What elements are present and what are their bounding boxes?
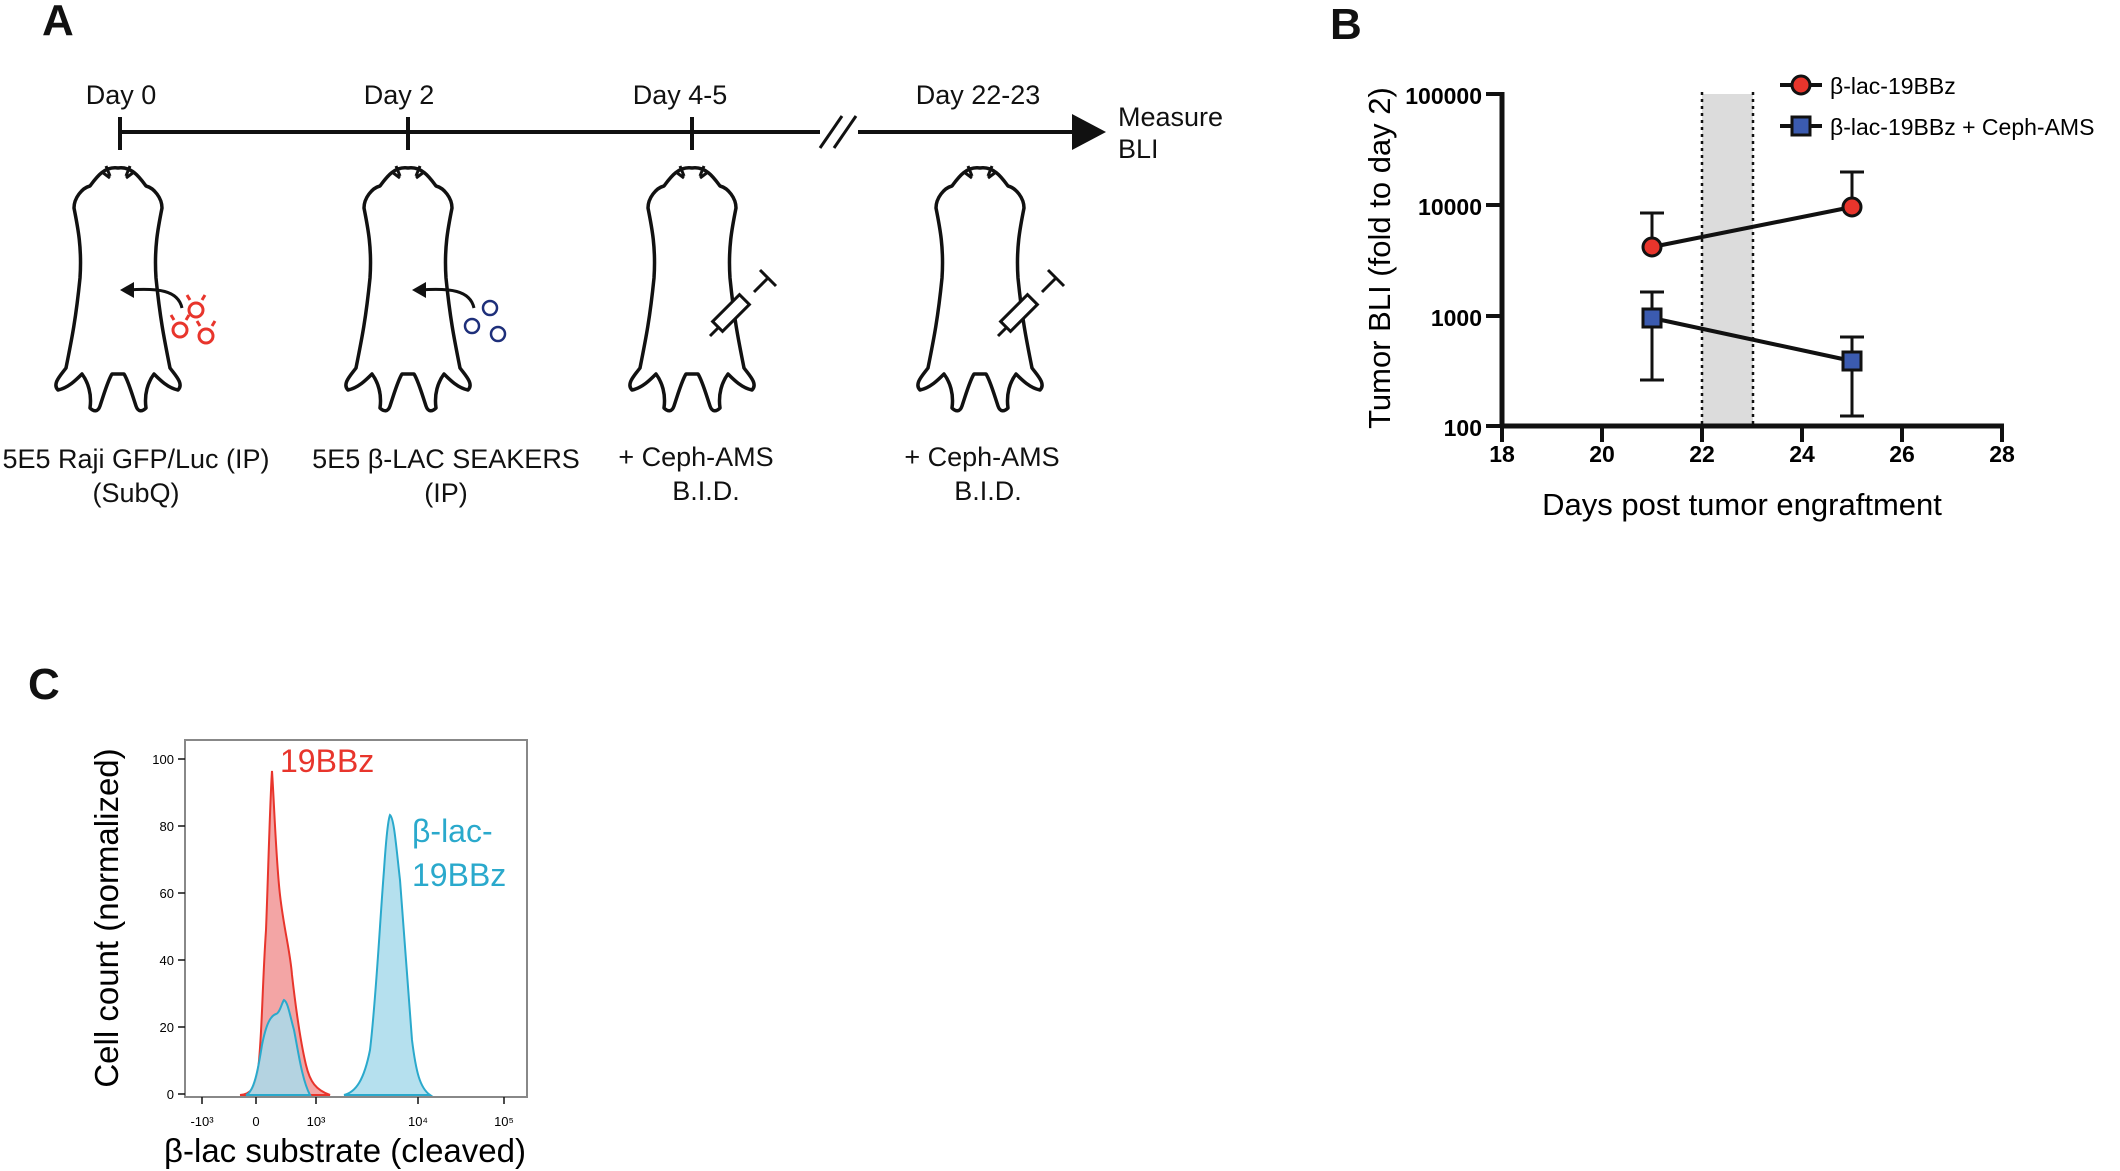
legend-red-label: β-lac-19BBz bbox=[1830, 73, 1956, 99]
step-label-4a: + Ceph-AMS bbox=[904, 442, 1060, 472]
x-axis-title: Days post tumor engraftment bbox=[1542, 487, 1942, 522]
histogram-red-area bbox=[239, 770, 331, 1096]
x-tick-20: 20 bbox=[1589, 441, 1615, 467]
x-tick-28: 28 bbox=[1989, 441, 2015, 467]
label-19bbz: 19BBz bbox=[280, 743, 374, 779]
hist-y-axis-title: Cell count (normalized) bbox=[88, 748, 125, 1087]
step-label-2a: 5E5 β-LAC SEAKERS bbox=[312, 444, 580, 474]
y-tick-100: 100 bbox=[1444, 415, 1482, 441]
endpoint-label-2: BLI bbox=[1118, 134, 1159, 164]
hist-x-tick-5: 10⁵ bbox=[494, 1114, 514, 1129]
x-axis bbox=[1500, 423, 2004, 442]
y-axis bbox=[1486, 92, 1505, 428]
hist-x-axis bbox=[201, 1097, 505, 1104]
series-red-point-25 bbox=[1841, 196, 1863, 218]
timeline-arrowhead bbox=[1072, 114, 1106, 150]
histogram-cyan-area bbox=[245, 813, 434, 1096]
hist-y-tick-20: 20 bbox=[160, 1020, 174, 1035]
hist-y-tick-80: 80 bbox=[160, 819, 174, 834]
legend: β-lac-19BBz β-lac-19BBz + Ceph-AMS bbox=[1780, 73, 2094, 140]
step-label-4b: B.I.D. bbox=[954, 476, 1022, 506]
panel-b-letter: B bbox=[1330, 0, 1362, 49]
legend-blue-label: β-lac-19BBz + Ceph-AMS bbox=[1830, 114, 2094, 140]
x-tick-18: 18 bbox=[1489, 441, 1515, 467]
plot-frame bbox=[184, 739, 528, 1098]
day-label-22: Day 22-23 bbox=[915, 80, 1041, 110]
series-blue-errorbars bbox=[1640, 290, 1864, 418]
step-label-3b: B.I.D. bbox=[672, 476, 740, 506]
label-blac-line1: β-lac- bbox=[412, 813, 493, 849]
tumor-cells-icon bbox=[169, 294, 217, 345]
series-blue-point-25 bbox=[1841, 350, 1863, 372]
treatment-window bbox=[1702, 94, 1753, 424]
day-label-2: Day 2 bbox=[363, 80, 435, 110]
series-blue-line bbox=[1651, 316, 1853, 363]
t-cells-icon bbox=[463, 299, 507, 343]
legend-red-marker bbox=[1790, 74, 1812, 96]
endpoint-label-1: Measure bbox=[1118, 102, 1224, 132]
y-tick-100000: 100000 bbox=[1405, 83, 1482, 109]
y-tick-1000: 1000 bbox=[1431, 305, 1482, 331]
hist-x-tick-3: 10³ bbox=[307, 1114, 326, 1129]
y-tick-10000: 10000 bbox=[1418, 194, 1482, 220]
hist-y-axis bbox=[178, 758, 185, 1095]
axis-break-icon bbox=[818, 115, 858, 149]
step-label-2b: (IP) bbox=[424, 478, 468, 508]
series-red-line bbox=[1651, 205, 1853, 249]
y-axis-title: Tumor BLI (fold to day 2) bbox=[1362, 87, 1397, 429]
hist-y-tick-100: 100 bbox=[152, 752, 174, 767]
legend-blue-marker bbox=[1790, 115, 1812, 137]
series-red-point-21 bbox=[1641, 236, 1663, 258]
hist-y-tick-60: 60 bbox=[160, 886, 174, 901]
hist-y-tick-40: 40 bbox=[160, 953, 174, 968]
hist-y-tick-0: 0 bbox=[167, 1087, 174, 1102]
hist-x-axis-title: β-lac substrate (cleaved) bbox=[164, 1132, 526, 1169]
panel-c-letter: C bbox=[28, 660, 60, 709]
hist-x-tick-neg3: -10³ bbox=[190, 1114, 214, 1129]
x-tick-26: 26 bbox=[1889, 441, 1915, 467]
day-label-4: Day 4-5 bbox=[632, 80, 728, 110]
panel-a-letter: A bbox=[42, 0, 74, 45]
hist-x-tick-0: 0 bbox=[252, 1114, 259, 1129]
day-label-0: Day 0 bbox=[85, 80, 157, 110]
injection-arrow-icon-day0 bbox=[120, 282, 184, 309]
injection-arrow-icon-day2 bbox=[412, 282, 476, 309]
step-label-3a: + Ceph-AMS bbox=[618, 442, 774, 472]
series-blue-point-21 bbox=[1641, 307, 1663, 329]
step-label-1a: 5E5 Raji GFP/Luc (IP) bbox=[2, 444, 270, 474]
x-tick-22: 22 bbox=[1689, 441, 1715, 467]
x-tick-24: 24 bbox=[1789, 441, 1815, 467]
step-label-1b: (SubQ) bbox=[92, 478, 180, 508]
hist-x-tick-4: 10⁴ bbox=[408, 1114, 428, 1129]
label-blac-line2: 19BBz bbox=[412, 857, 506, 893]
